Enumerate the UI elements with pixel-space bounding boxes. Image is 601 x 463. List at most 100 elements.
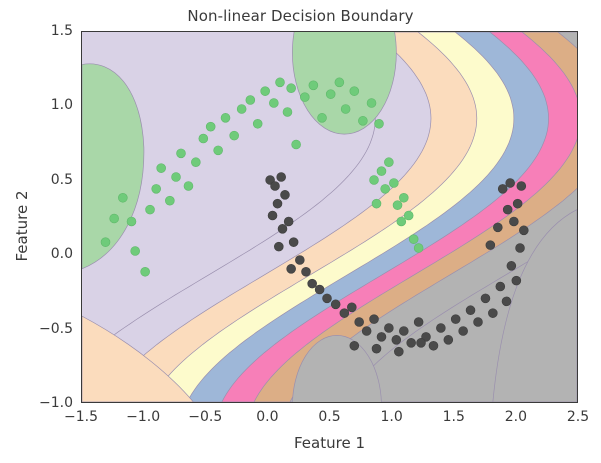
data-point-class-1 bbox=[488, 308, 498, 318]
data-point-class-1 bbox=[276, 172, 286, 182]
data-point-class-1 bbox=[369, 314, 379, 324]
data-point-class-0 bbox=[205, 121, 216, 132]
data-point-class-1 bbox=[288, 237, 299, 247]
x-tick-label: −1.0 bbox=[126, 409, 161, 425]
data-point-class-1 bbox=[465, 305, 476, 315]
data-point-class-0 bbox=[291, 139, 301, 150]
data-point-class-0 bbox=[317, 113, 327, 123]
data-point-class-1 bbox=[473, 317, 483, 327]
data-point-class-1 bbox=[516, 181, 527, 191]
x-tick-label: −0.5 bbox=[188, 409, 223, 425]
y-tick-label: 0.5 bbox=[50, 171, 73, 188]
data-point-class-0 bbox=[408, 234, 419, 244]
x-tick-label: 1.5 bbox=[442, 409, 465, 425]
data-point-class-0 bbox=[269, 98, 279, 108]
data-point-class-0 bbox=[384, 157, 394, 167]
data-point-class-0 bbox=[371, 198, 382, 209]
data-point-class-0 bbox=[396, 216, 407, 227]
y-tick-label: 1.0 bbox=[50, 97, 73, 114]
x-tick-label: 0.5 bbox=[318, 409, 341, 425]
y-tick-label: 0.0 bbox=[50, 246, 73, 263]
data-point-class-1 bbox=[493, 222, 503, 233]
x-tick-label: 0.0 bbox=[256, 409, 279, 425]
data-point-class-0 bbox=[171, 172, 181, 182]
data-point-class-1 bbox=[349, 341, 360, 351]
data-point-class-1 bbox=[301, 267, 311, 277]
band-green-blob-top bbox=[292, 32, 397, 135]
data-point-class-1 bbox=[502, 204, 513, 215]
band-orange-left-wedge bbox=[82, 315, 194, 402]
data-point-class-1 bbox=[339, 308, 350, 318]
data-point-class-0 bbox=[282, 107, 293, 117]
data-point-class-1 bbox=[283, 216, 294, 227]
data-point-class-1 bbox=[506, 261, 517, 271]
data-point-class-0 bbox=[130, 246, 140, 256]
y-tick-label: 1.5 bbox=[50, 23, 73, 39]
data-point-class-0 bbox=[229, 130, 239, 141]
data-point-class-0 bbox=[118, 193, 128, 203]
data-point-class-1 bbox=[458, 326, 468, 336]
data-point-class-1 bbox=[272, 198, 283, 209]
data-point-class-0 bbox=[300, 92, 310, 102]
data-point-class-1 bbox=[485, 240, 496, 250]
data-point-class-1 bbox=[450, 314, 461, 324]
data-point-class-1 bbox=[413, 317, 424, 327]
data-point-class-1 bbox=[347, 302, 357, 313]
data-point-class-0 bbox=[399, 193, 409, 203]
y-axis-label: Feature 2 bbox=[13, 190, 31, 262]
data-point-class-0 bbox=[126, 216, 137, 227]
data-point-class-1 bbox=[314, 284, 325, 295]
data-point-class-1 bbox=[436, 323, 446, 333]
data-point-class-0 bbox=[252, 119, 263, 129]
data-point-class-1 bbox=[495, 281, 506, 292]
chart-title: Non-linear Decision Boundary bbox=[187, 7, 414, 25]
band-green-blob-left bbox=[82, 63, 145, 270]
data-point-class-1 bbox=[443, 335, 454, 345]
y-tick-label: −0.5 bbox=[39, 320, 73, 337]
band-gray-right bbox=[492, 209, 577, 402]
data-point-class-0 bbox=[392, 200, 403, 210]
x-tick-label: 2.5 bbox=[566, 409, 590, 425]
y-tick-label: −1.0 bbox=[39, 395, 73, 411]
data-point-class-0 bbox=[198, 133, 209, 144]
data-point-class-1 bbox=[354, 317, 364, 327]
scatter-points bbox=[100, 77, 529, 357]
data-point-class-1 bbox=[384, 323, 394, 333]
data-point-class-0 bbox=[183, 181, 194, 191]
data-point-class-0 bbox=[109, 213, 119, 224]
data-point-class-1 bbox=[391, 335, 402, 345]
data-point-class-0 bbox=[349, 86, 360, 96]
data-point-class-1 bbox=[267, 210, 278, 221]
data-point-class-0 bbox=[403, 210, 414, 221]
data-point-class-0 bbox=[369, 175, 379, 185]
data-point-class-1 bbox=[512, 198, 523, 209]
data-point-class-0 bbox=[334, 77, 345, 88]
x-tick-label: 2.0 bbox=[504, 409, 527, 425]
data-point-class-1 bbox=[307, 278, 317, 289]
data-point-class-1 bbox=[295, 255, 305, 265]
data-point-class-1 bbox=[428, 341, 439, 351]
data-point-class-0 bbox=[156, 163, 166, 173]
data-point-class-1 bbox=[515, 243, 525, 253]
data-point-class-1 bbox=[399, 326, 409, 336]
data-point-class-0 bbox=[213, 145, 223, 156]
data-point-class-0 bbox=[151, 184, 161, 194]
data-point-class-0 bbox=[140, 267, 150, 277]
data-point-class-1 bbox=[277, 224, 288, 234]
data-point-class-0 bbox=[380, 184, 390, 194]
data-point-class-0 bbox=[376, 166, 387, 176]
data-point-class-1 bbox=[394, 346, 404, 357]
x-axis-label: Feature 1 bbox=[294, 434, 365, 452]
data-point-class-1 bbox=[286, 264, 296, 274]
data-point-class-0 bbox=[413, 243, 424, 253]
data-point-class-0 bbox=[176, 148, 186, 159]
data-point-class-1 bbox=[270, 181, 280, 191]
data-point-class-1 bbox=[371, 343, 382, 354]
data-point-class-1 bbox=[505, 178, 515, 188]
data-point-class-0 bbox=[260, 86, 270, 96]
data-point-class-1 bbox=[322, 293, 332, 304]
x-tick-label: −1.5 bbox=[64, 409, 98, 425]
data-point-class-1 bbox=[416, 338, 426, 348]
